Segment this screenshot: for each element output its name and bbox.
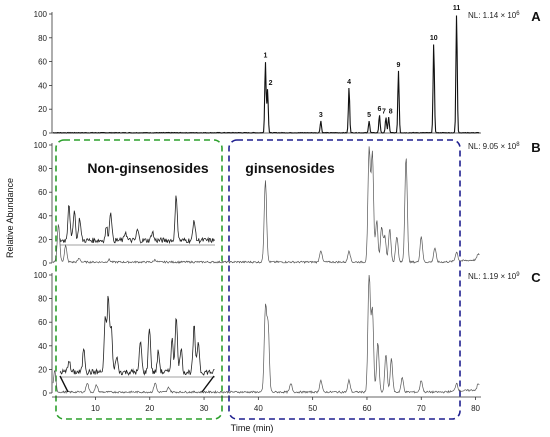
series-line [53, 15, 480, 134]
inset-trace [59, 195, 215, 245]
ginsenosides-box [228, 139, 461, 420]
peak-label: 1 [263, 53, 267, 60]
panel-c: 0 20 40 60 80 100 NL: 1.19 × 109 C [34, 270, 542, 398]
y-tick-label: 20 [38, 105, 47, 114]
x-tick-label: 80 [471, 404, 480, 413]
zoom-line-right [201, 375, 215, 393]
x-axis-title: Time (min) [231, 423, 274, 433]
peak-label: 7 [382, 109, 386, 116]
y-tick-label: 40 [38, 81, 47, 90]
y-tick-label: 100 [34, 10, 48, 19]
y-tick-label: 100 [34, 141, 48, 150]
panel-b: 0 20 40 60 80 100 NL: 9.05 × 108 B [34, 140, 541, 268]
nl-annotation: NL: 9.05 × 108 [468, 142, 520, 151]
x-tick-label: 20 [145, 404, 154, 413]
y-tick-label: 20 [38, 365, 47, 374]
y-axis-title: Relative Abundance [5, 178, 15, 258]
y-tick-label: 0 [43, 129, 48, 138]
peak-label: 11 [453, 5, 461, 12]
peak-label: 3 [319, 112, 323, 119]
region-boxes [55, 139, 461, 420]
nl-exponent: 8 [516, 142, 520, 148]
x-axis: 10 20 30 40 50 60 70 80 [52, 396, 481, 413]
series-line [52, 274, 480, 395]
x-tick-label: 50 [308, 404, 317, 413]
series-line [52, 146, 480, 264]
y-tick-label: 80 [38, 165, 47, 174]
y-tick-label: 80 [38, 295, 47, 304]
peak-label: 4 [347, 79, 351, 86]
x-tick-label: 30 [200, 404, 209, 413]
y-tick-label: 0 [43, 389, 48, 398]
panel-letter: B [531, 140, 540, 155]
non-ginsenosides-box [55, 139, 223, 420]
y-tick-label: 60 [38, 318, 47, 327]
y-tick-label: 40 [38, 342, 47, 351]
x-tick-label: 70 [417, 404, 426, 413]
nl-exponent: 6 [516, 11, 520, 17]
x-tick-label: 10 [91, 404, 100, 413]
non-ginsenosides-label: Non-ginsenosides [87, 160, 209, 176]
panel-letter: A [531, 9, 541, 24]
nl-exponent: 9 [516, 272, 520, 278]
y-tick-label: 0 [43, 259, 48, 268]
peak-label: 2 [269, 80, 273, 87]
panel-letter: C [531, 270, 541, 285]
peak-label: 6 [377, 106, 381, 113]
peak-label: 9 [397, 62, 401, 69]
inset-trace [59, 295, 215, 376]
y-tick-label: 80 [38, 34, 47, 43]
y-tick-label: 60 [38, 58, 47, 67]
y-tick-label: 60 [38, 188, 47, 197]
x-tick-label: 60 [363, 404, 372, 413]
peak-label: 10 [430, 35, 438, 42]
peak-label: 8 [389, 109, 393, 116]
peak-label: 5 [367, 112, 371, 119]
y-tick-label: 20 [38, 235, 47, 244]
ginsenosides-label: ginsenosides [245, 160, 335, 176]
nl-annotation: NL: 1.14 × 106 [468, 11, 520, 20]
y-tick-label: 40 [38, 212, 47, 221]
x-tick-label: 40 [254, 404, 263, 413]
zoom-line-left [59, 375, 69, 393]
nl-annotation: NL: 1.19 × 109 [468, 272, 520, 281]
y-tick-label: 100 [34, 271, 48, 280]
chart-labels: Non-ginsenosides ginsenosides 10 20 30 40 50 60… [5, 160, 481, 433]
